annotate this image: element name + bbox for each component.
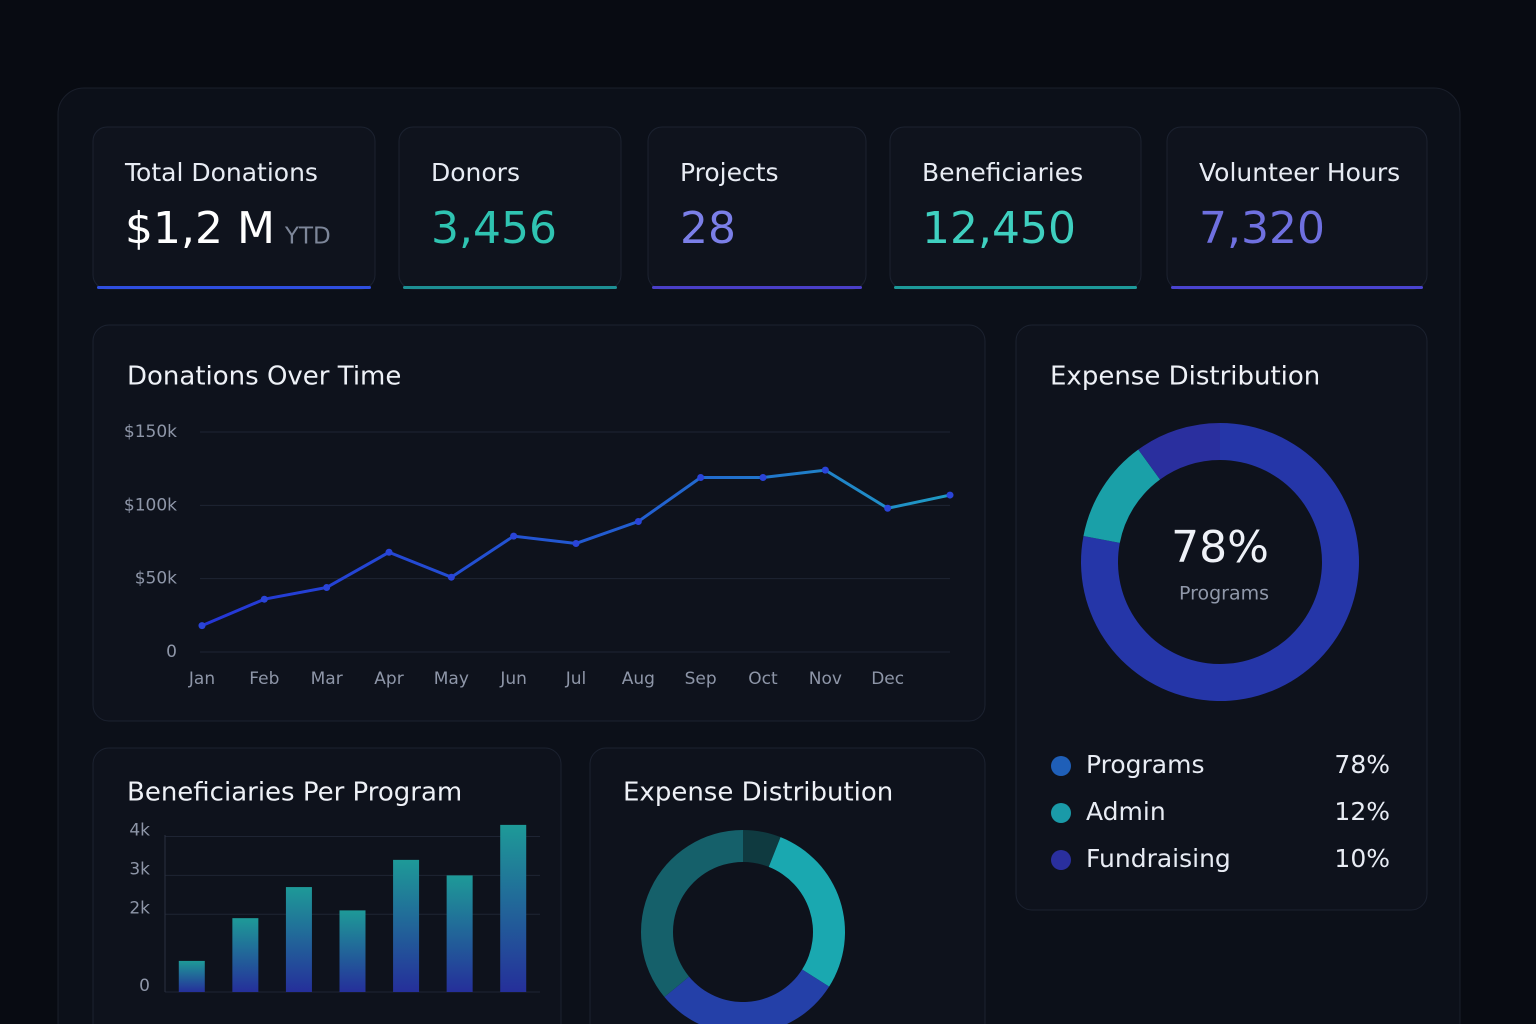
x-tick-label: Oct: [748, 669, 778, 689]
point: [946, 491, 954, 499]
y-tick-label: 3k: [129, 859, 150, 879]
point: [697, 473, 705, 481]
kpi-accent: [403, 286, 617, 289]
y-tick-label: 4k: [129, 821, 150, 841]
donut-segment: [641, 830, 743, 998]
point: [447, 573, 455, 581]
kpi-accent: [97, 286, 371, 289]
x-tick-label: Sep: [685, 669, 717, 689]
y-tick-label: 0: [139, 976, 150, 996]
legend-swatch: [1051, 850, 1071, 870]
legend-value: 10%: [1334, 844, 1390, 873]
kpi-value: 7,320: [1199, 203, 1325, 254]
bar: [446, 875, 473, 992]
x-tick-label: Jan: [188, 669, 215, 689]
kpi-accent: [1171, 286, 1423, 289]
x-tick-label: Aug: [622, 669, 655, 689]
bar-panel: [92, 747, 562, 1024]
y-tick-label: $150k: [124, 422, 177, 442]
bar: [178, 960, 205, 992]
point: [884, 504, 892, 512]
point: [572, 539, 580, 547]
donut-panel: [589, 747, 986, 1024]
center-label: Programs: [1179, 583, 1269, 605]
legend-value: 12%: [1334, 797, 1390, 826]
point: [260, 595, 268, 603]
x-tick-label: May: [434, 669, 469, 689]
kpi-label: Total Donations: [124, 158, 318, 187]
legend-label: Fundraising: [1086, 844, 1231, 873]
donut-segment: [1138, 423, 1220, 480]
line-panel: [92, 324, 986, 722]
donut-segment: [743, 830, 781, 867]
bar: [500, 824, 527, 992]
point: [385, 548, 393, 556]
kpi-value: 12,450: [922, 203, 1076, 254]
chart-title: Expense Distribution: [623, 778, 893, 808]
chart-title: Donations Over Time: [127, 362, 401, 392]
y-tick-label: 2k: [129, 898, 150, 918]
chart-title: Beneficiaries Per Program: [127, 778, 462, 808]
point: [634, 517, 642, 525]
legend-swatch: [1051, 756, 1071, 776]
x-tick-label: Mar: [311, 669, 343, 689]
legend-label: Admin: [1086, 797, 1166, 826]
kpi-label: Beneficiaries: [922, 158, 1083, 187]
center-value: 78%: [1171, 522, 1269, 573]
kpi-suffix: YTD: [284, 224, 331, 250]
point: [510, 532, 518, 540]
kpi-accent: [894, 286, 1137, 289]
kpi-label: Projects: [680, 158, 779, 187]
donut-segment: [768, 837, 845, 987]
kpi-value: 3,456: [431, 203, 557, 254]
point: [198, 622, 206, 630]
y-tick-label: $100k: [124, 495, 177, 515]
donut-segment: [1083, 449, 1161, 543]
y-tick-label: 0: [166, 642, 177, 662]
x-tick-label: Jun: [499, 669, 527, 689]
kpi-value: $1,2 M: [125, 203, 275, 254]
kpi-label: Donors: [431, 158, 520, 187]
bar: [285, 887, 312, 992]
x-tick-label: Feb: [249, 669, 279, 689]
point: [759, 473, 767, 481]
kpi-label: Volunteer Hours: [1199, 158, 1400, 187]
bar: [232, 918, 259, 992]
point: [821, 466, 829, 474]
legend-label: Programs: [1086, 750, 1205, 779]
kpi-accent: [652, 286, 862, 289]
kpi-value: 28: [680, 203, 736, 254]
bar: [393, 859, 420, 992]
y-tick-label: $50k: [135, 569, 177, 589]
donut-segment: [664, 969, 830, 1024]
legend-value: 78%: [1334, 750, 1390, 779]
point: [323, 583, 331, 591]
x-tick-label: Dec: [871, 669, 904, 689]
chart-title: Expense Distribution: [1050, 362, 1320, 392]
bar: [339, 910, 366, 992]
legend-swatch: [1051, 803, 1071, 823]
x-tick-label: Nov: [809, 669, 842, 689]
x-tick-label: Jul: [565, 669, 587, 689]
x-tick-label: Apr: [374, 669, 403, 689]
